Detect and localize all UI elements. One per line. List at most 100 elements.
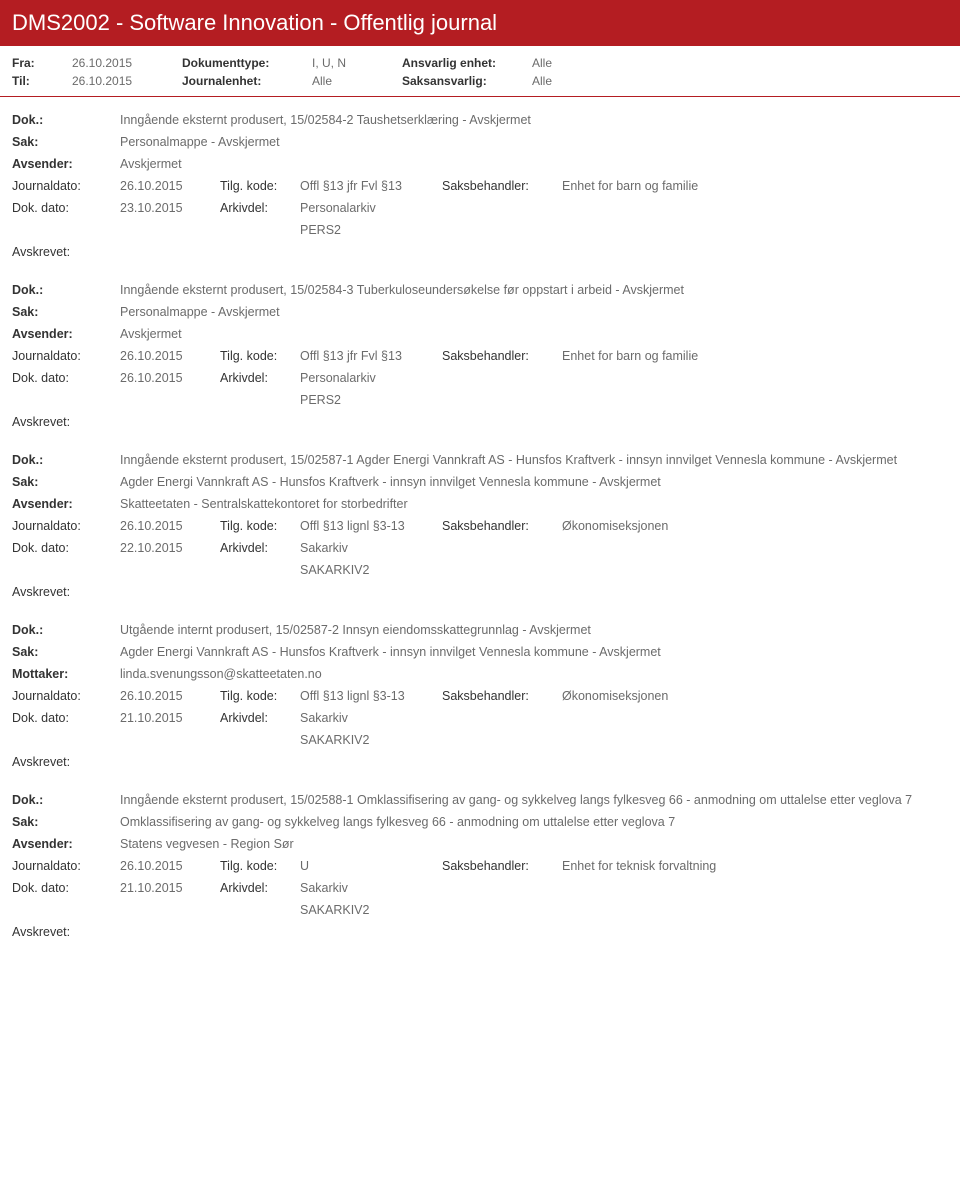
dokdato-value: 21.10.2015: [120, 881, 220, 895]
sak-label: Sak:: [12, 135, 120, 149]
meta-value: Alle: [312, 74, 402, 88]
party-value: Avskjermet: [120, 327, 948, 341]
sak-label: Sak:: [12, 475, 120, 489]
dok-label: Dok.:: [12, 453, 120, 467]
meta-value: 26.10.2015: [72, 56, 182, 70]
journaldato-value: 26.10.2015: [120, 349, 220, 363]
tilgkode-value: Offl §13 jfr Fvl §13: [300, 349, 442, 363]
journaldato-value: 26.10.2015: [120, 519, 220, 533]
avskrevet-label: Avskrevet:: [12, 241, 948, 261]
dok-value: Inngående eksternt produsert, 15/02584-2…: [120, 113, 948, 127]
meta-value: Alle: [532, 56, 552, 70]
sak-label: Sak:: [12, 815, 120, 829]
arkivdel-label: Arkivdel:: [220, 881, 300, 895]
journal-entry: Dok.:Inngående eksternt produsert, 15/02…: [0, 437, 960, 607]
meta-value: Alle: [532, 74, 552, 88]
sak-value: Agder Energi Vannkraft AS - Hunsfos Kraf…: [120, 645, 948, 659]
arkivdel-label: Arkivdel:: [220, 371, 300, 385]
party-label: Avsender:: [12, 157, 120, 171]
arkivdel2-value: SAKARKIV2: [300, 733, 369, 747]
sak-label: Sak:: [12, 305, 120, 319]
arkivdel-label: Arkivdel:: [220, 541, 300, 555]
journaldato-label: Journaldato:: [12, 689, 120, 703]
meta-label-fra: Fra:: [12, 56, 72, 70]
meta-value: I, U, N: [312, 56, 402, 70]
saksbehandler-value: Enhet for barn og familie: [562, 179, 698, 193]
dokdato-value: 21.10.2015: [120, 711, 220, 725]
dokdato-label: Dok. dato:: [12, 541, 120, 555]
avskrevet-label: Avskrevet:: [12, 411, 948, 431]
journal-entry: Dok.:Inngående eksternt produsert, 15/02…: [0, 777, 960, 947]
party-label: Avsender:: [12, 837, 120, 851]
dok-label: Dok.:: [12, 113, 120, 127]
saksbehandler-value: Enhet for teknisk forvaltning: [562, 859, 716, 873]
tilgkode-label: Tilg. kode:: [220, 519, 300, 533]
dok-value: Inngående eksternt produsert, 15/02587-1…: [120, 453, 948, 467]
sak-value: Personalmappe - Avskjermet: [120, 305, 948, 319]
avskrevet-label: Avskrevet:: [12, 751, 948, 771]
dokdato-value: 22.10.2015: [120, 541, 220, 555]
journaldato-value: 26.10.2015: [120, 859, 220, 873]
dokdato-label: Dok. dato:: [12, 711, 120, 725]
dokdato-label: Dok. dato:: [12, 371, 120, 385]
saksbehandler-label: Saksbehandler:: [442, 519, 562, 533]
arkivdel-value: Personalarkiv: [300, 371, 376, 385]
dokdato-label: Dok. dato:: [12, 881, 120, 895]
party-label: Avsender:: [12, 497, 120, 511]
sak-value: Agder Energi Vannkraft AS - Hunsfos Kraf…: [120, 475, 948, 489]
meta-label-dokumenttype: Dokumenttype:: [182, 56, 312, 70]
tilgkode-label: Tilg. kode:: [220, 179, 300, 193]
arkivdel-label: Arkivdel:: [220, 201, 300, 215]
dok-label: Dok.:: [12, 283, 120, 297]
journal-entry: Dok.:Utgående internt produsert, 15/0258…: [0, 607, 960, 777]
party-value: Statens vegvesen - Region Sør: [120, 837, 948, 851]
dok-value: Inngående eksternt produsert, 15/02588-1…: [120, 793, 948, 807]
dokdato-value: 23.10.2015: [120, 201, 220, 215]
meta-block: Fra: 26.10.2015 Dokumenttype: I, U, N An…: [0, 46, 960, 97]
saksbehandler-label: Saksbehandler:: [442, 349, 562, 363]
dokdato-value: 26.10.2015: [120, 371, 220, 385]
arkivdel2-value: PERS2: [300, 223, 341, 237]
entries-container: Dok.:Inngående eksternt produsert, 15/02…: [0, 97, 960, 947]
meta-label-ansvarlig: Ansvarlig enhet:: [402, 56, 532, 70]
party-label: Mottaker:: [12, 667, 120, 681]
arkivdel-value: Sakarkiv: [300, 711, 348, 725]
saksbehandler-label: Saksbehandler:: [442, 859, 562, 873]
dok-value: Inngående eksternt produsert, 15/02584-3…: [120, 283, 948, 297]
arkivdel2-value: SAKARKIV2: [300, 563, 369, 577]
journal-entry: Dok.:Inngående eksternt produsert, 15/02…: [0, 97, 960, 267]
arkivdel2-value: PERS2: [300, 393, 341, 407]
journaldato-label: Journaldato:: [12, 349, 120, 363]
party-value: Skatteetaten - Sentralskattekontoret for…: [120, 497, 948, 511]
arkivdel-label: Arkivdel:: [220, 711, 300, 725]
tilgkode-value: Offl §13 jfr Fvl §13: [300, 179, 442, 193]
journaldato-label: Journaldato:: [12, 179, 120, 193]
arkivdel2-value: SAKARKIV2: [300, 903, 369, 917]
meta-value: 26.10.2015: [72, 74, 182, 88]
saksbehandler-label: Saksbehandler:: [442, 179, 562, 193]
dok-label: Dok.:: [12, 623, 120, 637]
saksbehandler-value: Økonomiseksjonen: [562, 689, 668, 703]
dokdato-label: Dok. dato:: [12, 201, 120, 215]
dok-label: Dok.:: [12, 793, 120, 807]
meta-row: Fra: 26.10.2015 Dokumenttype: I, U, N An…: [12, 54, 948, 72]
journaldato-label: Journaldato:: [12, 519, 120, 533]
meta-label-saksansvarlig: Saksansvarlig:: [402, 74, 532, 88]
tilgkode-label: Tilg. kode:: [220, 349, 300, 363]
avskrevet-label: Avskrevet:: [12, 921, 948, 941]
tilgkode-label: Tilg. kode:: [220, 689, 300, 703]
party-value: linda.svenungsson@skatteetaten.no: [120, 667, 948, 681]
journal-entry: Dok.:Inngående eksternt produsert, 15/02…: [0, 267, 960, 437]
journaldato-value: 26.10.2015: [120, 689, 220, 703]
tilgkode-label: Tilg. kode:: [220, 859, 300, 873]
dok-value: Utgående internt produsert, 15/02587-2 I…: [120, 623, 948, 637]
meta-label-journalenhet: Journalenhet:: [182, 74, 312, 88]
arkivdel-value: Personalarkiv: [300, 201, 376, 215]
sak-value: Personalmappe - Avskjermet: [120, 135, 948, 149]
arkivdel-value: Sakarkiv: [300, 541, 348, 555]
saksbehandler-label: Saksbehandler:: [442, 689, 562, 703]
sak-value: Omklassifisering av gang- og sykkelveg l…: [120, 815, 948, 829]
arkivdel-value: Sakarkiv: [300, 881, 348, 895]
meta-row: Til: 26.10.2015 Journalenhet: Alle Saksa…: [12, 72, 948, 90]
tilgkode-value: U: [300, 859, 442, 873]
